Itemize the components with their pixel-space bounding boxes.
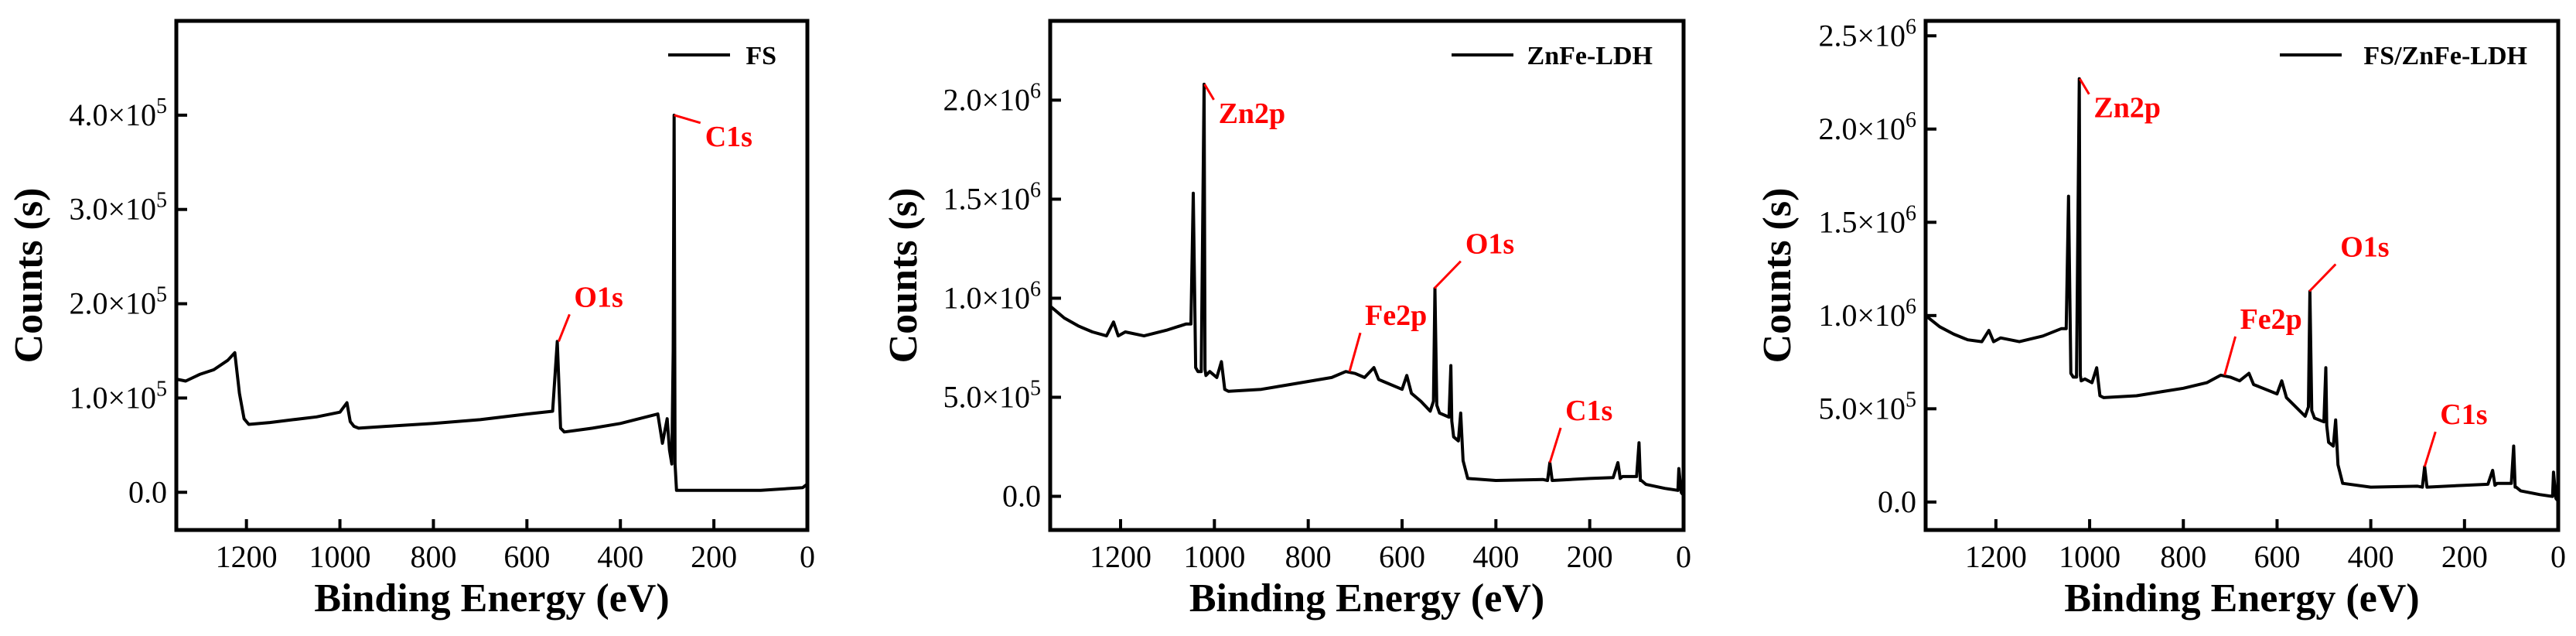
annotation-label-o1s: O1s [574, 281, 623, 313]
legend-label: ZnFe-LDH [1527, 42, 1653, 70]
y-tick-label: 3.0×105 [69, 189, 167, 227]
y-tick-label: 2.0×106 [1818, 108, 1916, 146]
annotation-leader [2223, 336, 2237, 376]
x-tick-label: 200 [1567, 539, 1613, 574]
annotation-leader [674, 114, 701, 125]
y-axis-label: Counts (s) [882, 188, 926, 364]
legend-label: FS/ZnFe-LDH [2363, 42, 2527, 70]
y-axis-label: Counts (s) [7, 188, 51, 364]
x-tick-label: 0 [800, 539, 815, 574]
y-tick-label: 1.5×106 [943, 178, 1041, 216]
x-tick-label: 400 [1472, 539, 1519, 574]
x-tick-label: 200 [2441, 539, 2488, 574]
y-tick-label: 2.0×106 [943, 79, 1041, 117]
x-tick-label: 1200 [1090, 539, 1152, 574]
plot-frame [1923, 19, 2561, 532]
x-tick-label: 1200 [1965, 539, 2027, 574]
x-tick-label: 1000 [1183, 539, 1245, 574]
annotation-label-fe2p: Fe2p [1365, 299, 1427, 332]
y-tick-label: 4.0×105 [69, 94, 167, 132]
chart-panel-3: 1200 1000 800 600 400 200 0 0.0 5.0×105 1.0×106 1.… [1755, 15, 2566, 621]
y-tick-label: 0.0 [128, 474, 167, 509]
x-tick-label: 400 [597, 539, 643, 574]
x-tick-label: 200 [691, 539, 737, 574]
y-tick-label: 1.5×106 [1818, 201, 1916, 239]
plot-frame [1048, 19, 1686, 532]
x-tick-label: 1000 [2059, 539, 2121, 574]
series-line-fs-znfe-ldh [1924, 77, 2559, 501]
x-tick-label: 800 [2160, 539, 2206, 574]
series-line-znfe-ldh [1049, 82, 1684, 496]
annotation-label-o1s: O1s [2340, 231, 2389, 263]
x-tick-label: 0 [1676, 539, 1691, 574]
chart-panel-2: 1200 1000 800 600 400 200 0 0.0 5.0×105 1.0×106 1.… [882, 19, 1691, 621]
y-tick-label: 1.0×105 [69, 377, 167, 415]
plot-frame [174, 19, 810, 532]
x-tick-label: 400 [2348, 539, 2394, 574]
legend-label: FS [746, 42, 776, 70]
chart-panel-1: 1200 1000 800 600 400 200 0 0.0 1.0×105 2.0×105 3.… [7, 19, 815, 621]
y-tick-label: 0.0 [1002, 478, 1041, 513]
y-tick-label: 1.0×106 [943, 277, 1041, 315]
annotation-leader [1548, 427, 1562, 463]
y-tick-label: 2.5×106 [1818, 15, 1916, 53]
x-tick-label: 600 [2254, 539, 2300, 574]
x-tick-label: 600 [503, 539, 550, 574]
y-tick-label: 1.0×106 [1818, 295, 1916, 333]
series-line-fs [176, 113, 808, 492]
annotation-leader [2423, 431, 2437, 467]
annotation-label-zn2p: Zn2p [1219, 97, 1286, 130]
annotation-leader [558, 313, 571, 342]
x-axis-label: Binding Energy (eV) [314, 576, 669, 621]
annotation-label-o1s: O1s [1465, 228, 1514, 261]
annotation-label-fe2p: Fe2p [2240, 303, 2302, 336]
annotation-leader [1203, 84, 1215, 101]
y-tick-label: 5.0×105 [1818, 388, 1916, 426]
annotation-label-zn2p: Zn2p [2093, 92, 2161, 125]
annotation-leader [2079, 77, 2090, 95]
x-tick-label: 1000 [309, 539, 371, 574]
annotation-label-c1s: C1s [1565, 395, 1612, 427]
y-tick-label: 0.0 [1878, 484, 1916, 519]
x-axis-label: Binding Energy (eV) [1189, 576, 1544, 621]
x-tick-label: 0 [2550, 539, 2566, 574]
x-tick-label: 800 [410, 539, 456, 574]
x-axis-label: Binding Energy (eV) [2064, 576, 2419, 621]
y-tick-label: 5.0×105 [943, 376, 1041, 414]
annotation-leader [1348, 332, 1362, 372]
annotation-label-c1s: C1s [2440, 398, 2487, 431]
annotation-leader [2308, 263, 2337, 292]
x-tick-label: 1200 [216, 539, 278, 574]
x-tick-label: 800 [1285, 539, 1332, 574]
y-axis-label: Counts (s) [1755, 188, 1800, 364]
annotation-leader [1433, 260, 1462, 289]
annotation-label-c1s: C1s [705, 121, 752, 153]
y-tick-label: 2.0×105 [69, 283, 167, 321]
x-tick-label: 600 [1379, 539, 1425, 574]
